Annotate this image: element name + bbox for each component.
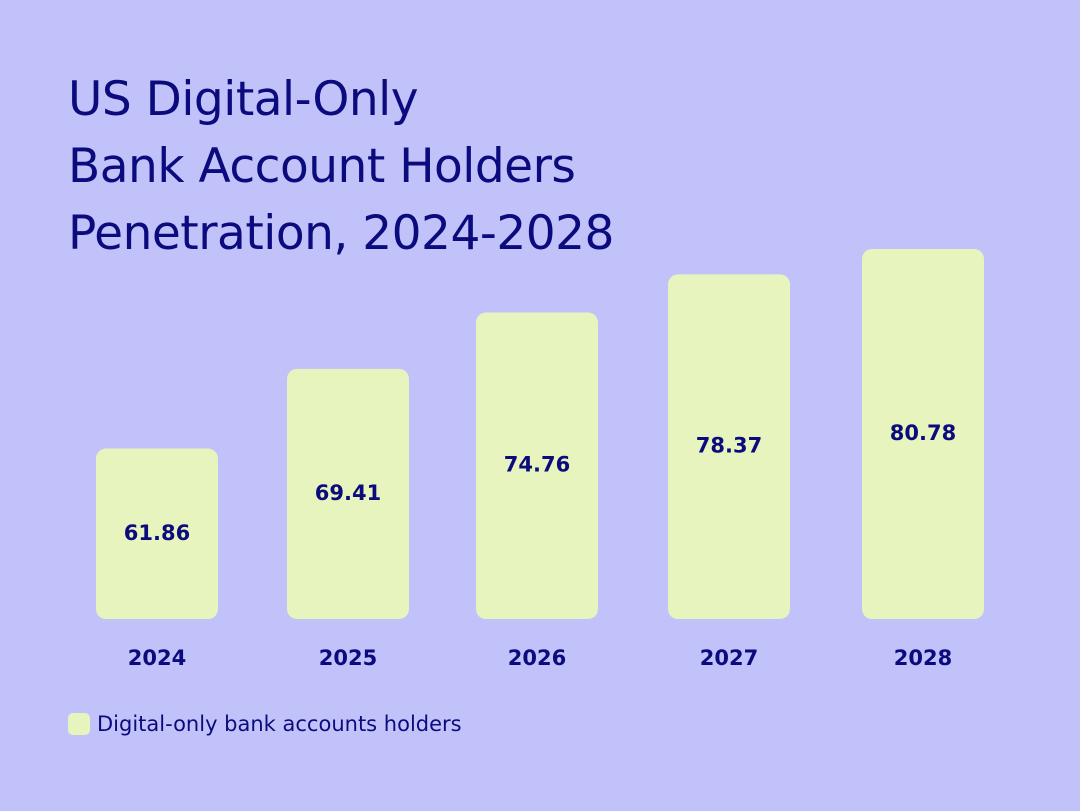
legend: Digital-only bank accounts holders xyxy=(68,709,462,739)
legend-label: Digital-only bank accounts holders xyxy=(97,712,462,736)
bar-2026 xyxy=(476,312,598,619)
x-tick-2027: 2027 xyxy=(700,646,758,670)
chart-title-line-3: Penetration, 2024-2028 xyxy=(68,206,614,261)
bar-2024 xyxy=(96,448,218,619)
chart-title-line-1: US Digital-Only xyxy=(68,72,419,127)
x-tick-2028: 2028 xyxy=(894,646,952,670)
x-tick-2026: 2026 xyxy=(508,646,566,670)
data-label-2025: 69.41 xyxy=(315,481,381,505)
data-label-2026: 74.76 xyxy=(504,453,570,477)
legend-swatch xyxy=(68,713,90,735)
chart-title: US Digital-Only Bank Account Holders Pen… xyxy=(68,66,614,267)
data-label-2024: 61.86 xyxy=(124,521,190,545)
chart-title-line-2: Bank Account Holders xyxy=(68,139,576,194)
bar-2027 xyxy=(668,274,790,619)
data-label-2028: 80.78 xyxy=(890,421,956,445)
x-tick-2024: 2024 xyxy=(128,646,186,670)
x-tick-2025: 2025 xyxy=(319,646,377,670)
bar-2028 xyxy=(862,249,984,619)
data-label-2027: 78.37 xyxy=(696,434,762,458)
bar-2025 xyxy=(287,368,409,619)
